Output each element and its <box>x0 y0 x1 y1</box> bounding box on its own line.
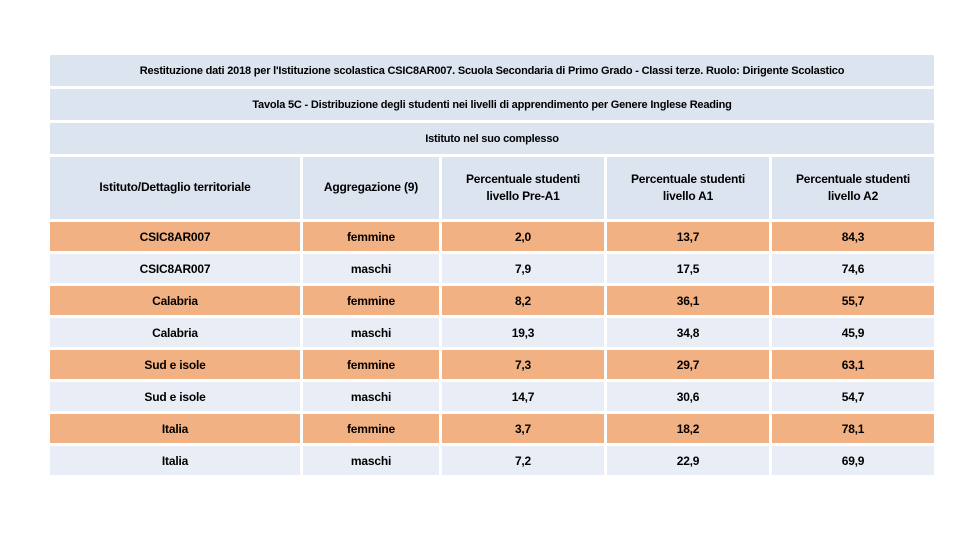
table-row: Sud e isole femmine 7,3 29,7 63,1 <box>50 350 935 379</box>
cell-a1: 17,5 <box>607 254 769 283</box>
col-header-territorio: Istituto/Dettaglio territoriale <box>50 157 300 219</box>
cell-a2: 74,6 <box>772 254 935 283</box>
cell-genere: femmine <box>303 286 439 315</box>
cell-a2: 55,7 <box>772 286 935 315</box>
cell-pre-a1: 7,2 <box>442 446 604 475</box>
cell-genere: femmine <box>303 222 439 251</box>
col-header-livello-a2: Percentuale studenti livello A2 <box>772 157 935 219</box>
cell-pre-a1: 8,2 <box>442 286 604 315</box>
cell-a2: 63,1 <box>772 350 935 379</box>
cell-a2: 84,3 <box>772 222 935 251</box>
table-row: Calabria femmine 8,2 36,1 55,7 <box>50 286 935 315</box>
cell-territorio: Calabria <box>50 286 300 315</box>
col-header-livello-a1: Percentuale studenti livello A1 <box>607 157 769 219</box>
cell-a1: 30,6 <box>607 382 769 411</box>
cell-genere: femmine <box>303 350 439 379</box>
cell-genere: maschi <box>303 382 439 411</box>
cell-pre-a1: 2,0 <box>442 222 604 251</box>
cell-territorio: Italia <box>50 446 300 475</box>
col-header-livello-pre-a1: Percentuale studenti livello Pre-A1 <box>442 157 604 219</box>
cell-a1: 22,9 <box>607 446 769 475</box>
cell-a1: 13,7 <box>607 222 769 251</box>
cell-a1: 34,8 <box>607 318 769 347</box>
table-subtitle: Tavola 5C - Distribuzione degli studenti… <box>50 89 935 120</box>
data-table: Restituzione dati 2018 per l'Istituzione… <box>47 52 937 478</box>
cell-territorio: Italia <box>50 414 300 443</box>
table-scope-row: Istituto nel suo complesso <box>50 123 935 154</box>
cell-a1: 29,7 <box>607 350 769 379</box>
cell-pre-a1: 7,9 <box>442 254 604 283</box>
cell-genere: maschi <box>303 446 439 475</box>
table-scope: Istituto nel suo complesso <box>50 123 935 154</box>
cell-genere: maschi <box>303 254 439 283</box>
table-row: Sud e isole maschi 14,7 30,6 54,7 <box>50 382 935 411</box>
table-row: Italia femmine 3,7 18,2 78,1 <box>50 414 935 443</box>
cell-pre-a1: 14,7 <box>442 382 604 411</box>
cell-a2: 78,1 <box>772 414 935 443</box>
table-row: CSIC8AR007 maschi 7,9 17,5 74,6 <box>50 254 935 283</box>
cell-territorio: CSIC8AR007 <box>50 254 300 283</box>
column-header-row: Istituto/Dettaglio territoriale Aggregaz… <box>50 157 935 219</box>
cell-territorio: Sud e isole <box>50 382 300 411</box>
cell-genere: maschi <box>303 318 439 347</box>
cell-a2: 54,7 <box>772 382 935 411</box>
table-row: Calabria maschi 19,3 34,8 45,9 <box>50 318 935 347</box>
cell-a1: 18,2 <box>607 414 769 443</box>
report-title-row: Restituzione dati 2018 per l'Istituzione… <box>50 55 935 86</box>
table-row: Italia maschi 7,2 22,9 69,9 <box>50 446 935 475</box>
col-header-aggregazione: Aggregazione (9) <box>303 157 439 219</box>
cell-a2: 69,9 <box>772 446 935 475</box>
table-subtitle-row: Tavola 5C - Distribuzione degli studenti… <box>50 89 935 120</box>
cell-territorio: Sud e isole <box>50 350 300 379</box>
report-title: Restituzione dati 2018 per l'Istituzione… <box>50 55 935 86</box>
cell-territorio: Calabria <box>50 318 300 347</box>
cell-genere: femmine <box>303 414 439 443</box>
cell-pre-a1: 3,7 <box>442 414 604 443</box>
table-row: CSIC8AR007 femmine 2,0 13,7 84,3 <box>50 222 935 251</box>
cell-pre-a1: 19,3 <box>442 318 604 347</box>
cell-territorio: CSIC8AR007 <box>50 222 300 251</box>
cell-a2: 45,9 <box>772 318 935 347</box>
cell-pre-a1: 7,3 <box>442 350 604 379</box>
cell-a1: 36,1 <box>607 286 769 315</box>
